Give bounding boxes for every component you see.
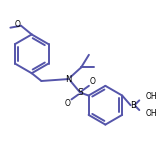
Text: S: S (77, 88, 83, 97)
Text: N: N (65, 75, 72, 84)
Text: OH: OH (146, 109, 158, 118)
Text: OH: OH (146, 92, 158, 101)
Text: O: O (65, 99, 71, 108)
Text: O: O (14, 20, 20, 29)
Text: B: B (131, 101, 136, 110)
Text: O: O (90, 77, 96, 86)
